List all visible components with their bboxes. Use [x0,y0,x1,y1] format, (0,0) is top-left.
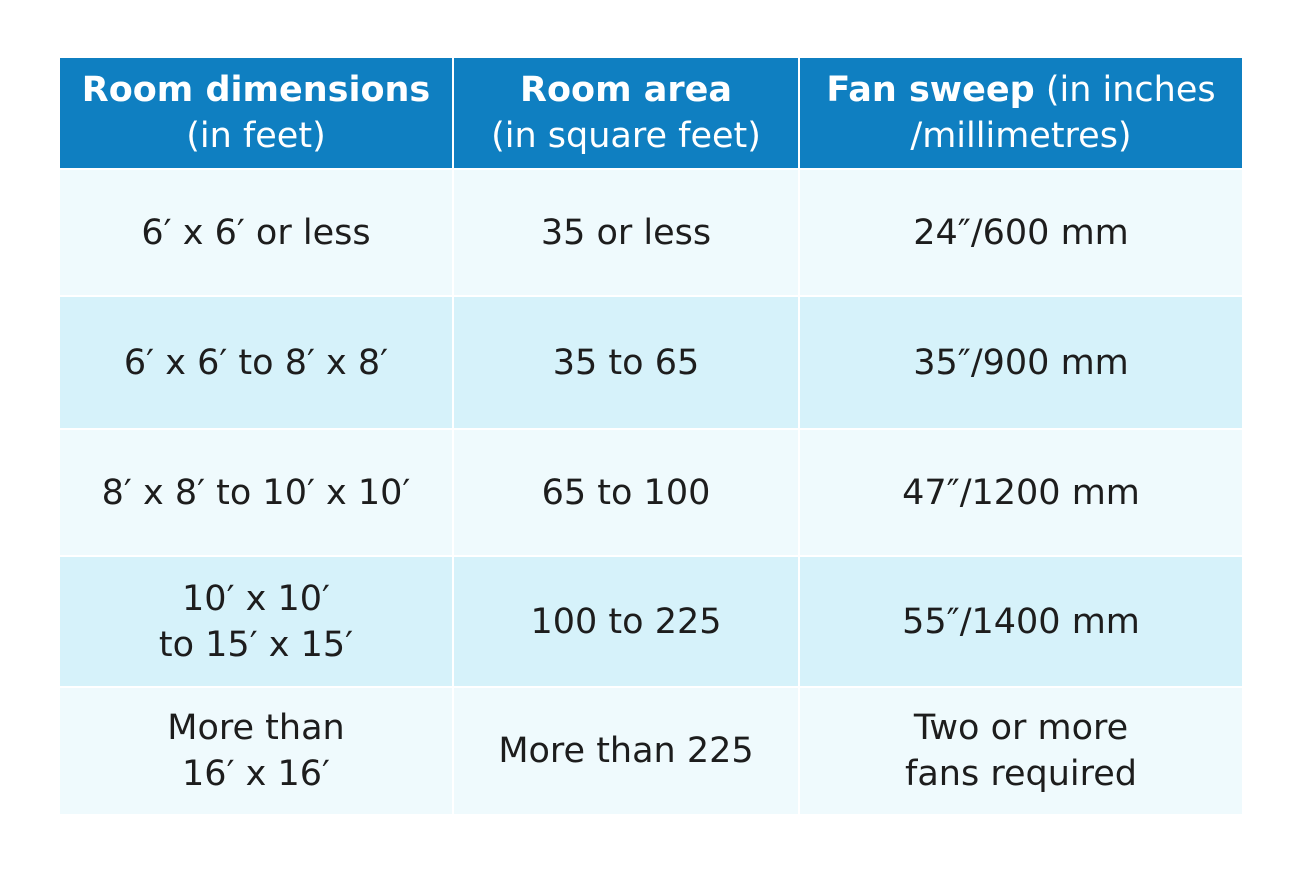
header-note: (in square feet) [491,116,761,156]
header-note: (in inches [1045,70,1216,110]
cell-text: 47″/1200 mm [902,472,1140,513]
table-cell: 47″/1200 mm [800,430,1242,555]
cell-text: 35″/900 mm [913,342,1129,383]
cell-text: 35 to 65 [552,342,700,383]
header-title: Room area [520,70,732,110]
table-cell: 35 to 65 [454,297,798,428]
table-cell: 100 to 225 [454,557,798,686]
table-cell: 55″/1400 mm [800,557,1242,686]
header-note: (in feet) [186,116,326,156]
header-cell: Room area (in square feet) [454,58,798,168]
cell-text: 24″/600 mm [913,212,1129,253]
cell-text: to 15′ x 15′ [158,624,354,665]
cell-text: 8′ x 8′ to 10′ x 10′ [101,472,411,513]
cell-text: 35 or less [540,212,712,253]
header-title: Room dimensions [81,70,431,110]
cell-text: 6′ x 6′ or less [141,212,371,253]
cell-text: 55″/1400 mm [902,601,1140,642]
header-title: Fan sweep [826,70,1035,110]
header-note: /millimetres) [910,116,1132,156]
table-cell: More than 16′ x 16′ [60,688,452,814]
table-cell: Two or more fans required [800,688,1242,814]
table-cell: 10′ x 10′ to 15′ x 15′ [60,557,452,686]
cell-text: fans required [905,754,1137,794]
table-cell: 35″/900 mm [800,297,1242,428]
cell-text: More than [167,708,345,748]
cell-text: Two or more [913,708,1129,748]
cell-text: More than 225 [498,731,754,771]
cell-text: 10′ x 10′ [182,578,330,619]
header-cell: Room dimensions (in feet) [60,58,452,168]
table-cell: 35 or less [454,170,798,295]
table-cell: 6′ x 6′ or less [60,170,452,295]
table-cell: 8′ x 8′ to 10′ x 10′ [60,430,452,555]
table: Room dimensions (in feet) Room area (in … [60,58,1242,814]
table-cell: More than 225 [454,688,798,814]
cell-text: 100 to 225 [530,601,722,642]
header-cell: Fan sweep (in inches /millimetres) [800,58,1242,168]
cell-text: 16′ x 16′ [182,754,330,794]
table-cell: 65 to 100 [454,430,798,555]
cell-text: 6′ x 6′ to 8′ x 8′ [123,342,389,383]
table-cell: 24″/600 mm [800,170,1242,295]
cell-text: 65 to 100 [541,472,711,513]
table-cell: 6′ x 6′ to 8′ x 8′ [60,297,452,428]
